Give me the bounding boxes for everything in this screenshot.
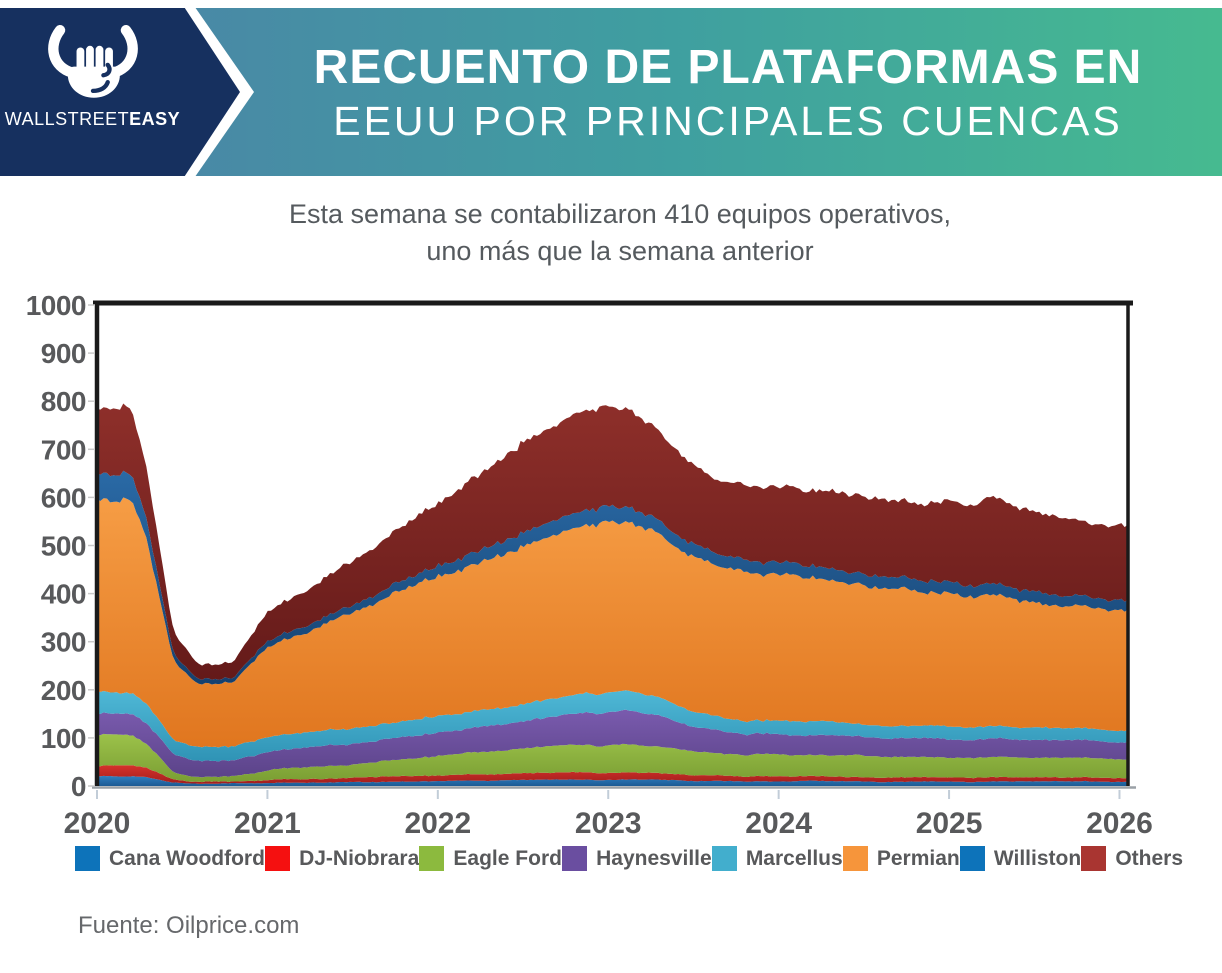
- legend-label-haynesville: Haynesville: [596, 846, 712, 870]
- area-others: [97, 403, 1128, 680]
- legend-label-dj-niobrara: DJ-Niobrara: [299, 846, 420, 870]
- legend-swatch-permian: [842, 846, 868, 871]
- legend-item-williston: Williston: [959, 846, 1082, 871]
- area-marcellus: [97, 690, 1128, 762]
- legend-swatch-cana-woodford: [75, 846, 100, 871]
- area-permian: [97, 497, 1128, 748]
- legend-label-others: Others: [1115, 846, 1183, 870]
- header-banner: WALLSTREETEASY RECUENTO DE PLATAFORMAS E…: [0, 8, 1222, 176]
- x-axis-label: 2026: [1086, 807, 1153, 840]
- legend-item-others: Others: [1081, 846, 1183, 871]
- y-axis-label: 900: [41, 338, 86, 369]
- x-axis-label: 2021: [234, 807, 301, 840]
- legend-swatch-others: [1081, 846, 1107, 871]
- legend-swatch-haynesville: [562, 846, 588, 871]
- y-axis-label: 500: [41, 531, 86, 562]
- subtitle-line1: Esta semana se contabilizaron 410 equipo…: [289, 199, 951, 229]
- legend-item-dj-niobrara: DJ-Niobrara: [265, 846, 419, 871]
- y-axis-label: 800: [41, 386, 86, 417]
- y-axis-label: 300: [41, 627, 86, 658]
- legend-item-marcellus: Marcellus: [711, 846, 843, 871]
- legend-item-haynesville: Haynesville: [562, 846, 712, 871]
- area-cana-woodford: [97, 775, 1128, 786]
- area-williston: [97, 470, 1128, 685]
- legend-item-permian: Permian: [842, 846, 960, 871]
- y-axis-label: 1000: [26, 290, 86, 321]
- y-axis-label: 200: [41, 675, 86, 706]
- area-dj-niobrara: [97, 765, 1128, 784]
- legend-swatch-dj-niobrara: [265, 846, 291, 871]
- area-eagle-ford: [97, 733, 1128, 783]
- legend-label-marcellus: Marcellus: [745, 846, 843, 870]
- x-axis-label: 2020: [64, 807, 131, 840]
- legend-swatch-eagle-ford: [419, 846, 445, 871]
- y-axis-label: 700: [41, 434, 86, 465]
- x-axis-label: 2022: [404, 807, 471, 840]
- source-note: Fuente: Oilprice.com: [78, 912, 300, 939]
- legend-label-eagle-ford: Eagle Ford: [453, 846, 562, 870]
- legend-swatch-marcellus: [711, 846, 737, 871]
- page-title-line1: RECUENTO DE PLATAFORMAS EN: [313, 41, 1143, 94]
- logo-panel: [0, 8, 240, 176]
- legend-swatch-williston: [959, 846, 985, 871]
- legend-item-cana-woodford: Cana Woodford: [75, 846, 265, 871]
- legend-item-eagle-ford: Eagle Ford: [419, 846, 562, 871]
- y-axis-label: 100: [41, 723, 86, 754]
- y-axis-label: 400: [41, 579, 86, 610]
- legend-label-cana-woodford: Cana Woodford: [109, 846, 265, 870]
- x-axis-label: 2025: [916, 807, 983, 840]
- brand-name: WALLSTREETEASY: [4, 109, 181, 129]
- x-axis-label: 2024: [745, 807, 812, 840]
- bull-fist-icon: [47, 25, 138, 98]
- page-title-line2: EEUU POR PRINCIPALES CUENCAS: [333, 98, 1123, 144]
- subtitle-line2: uno más que la semana anterior: [426, 236, 814, 266]
- brand-logo: WALLSTREETEASY: [0, 8, 185, 176]
- legend-label-williston: Williston: [993, 846, 1082, 870]
- y-axis-label: 0: [71, 771, 86, 802]
- chart-subtitle: Esta semana se contabilizaron 410 equipo…: [0, 196, 1222, 270]
- chart-legend: Cana Woodford DJ-Niobrara Eagle Ford Haynes…: [75, 846, 1183, 871]
- legend-label-permian: Permian: [876, 846, 960, 870]
- area-haynesville: [97, 709, 1128, 778]
- x-axis-label: 2023: [575, 807, 642, 840]
- y-axis-label: 600: [41, 482, 86, 513]
